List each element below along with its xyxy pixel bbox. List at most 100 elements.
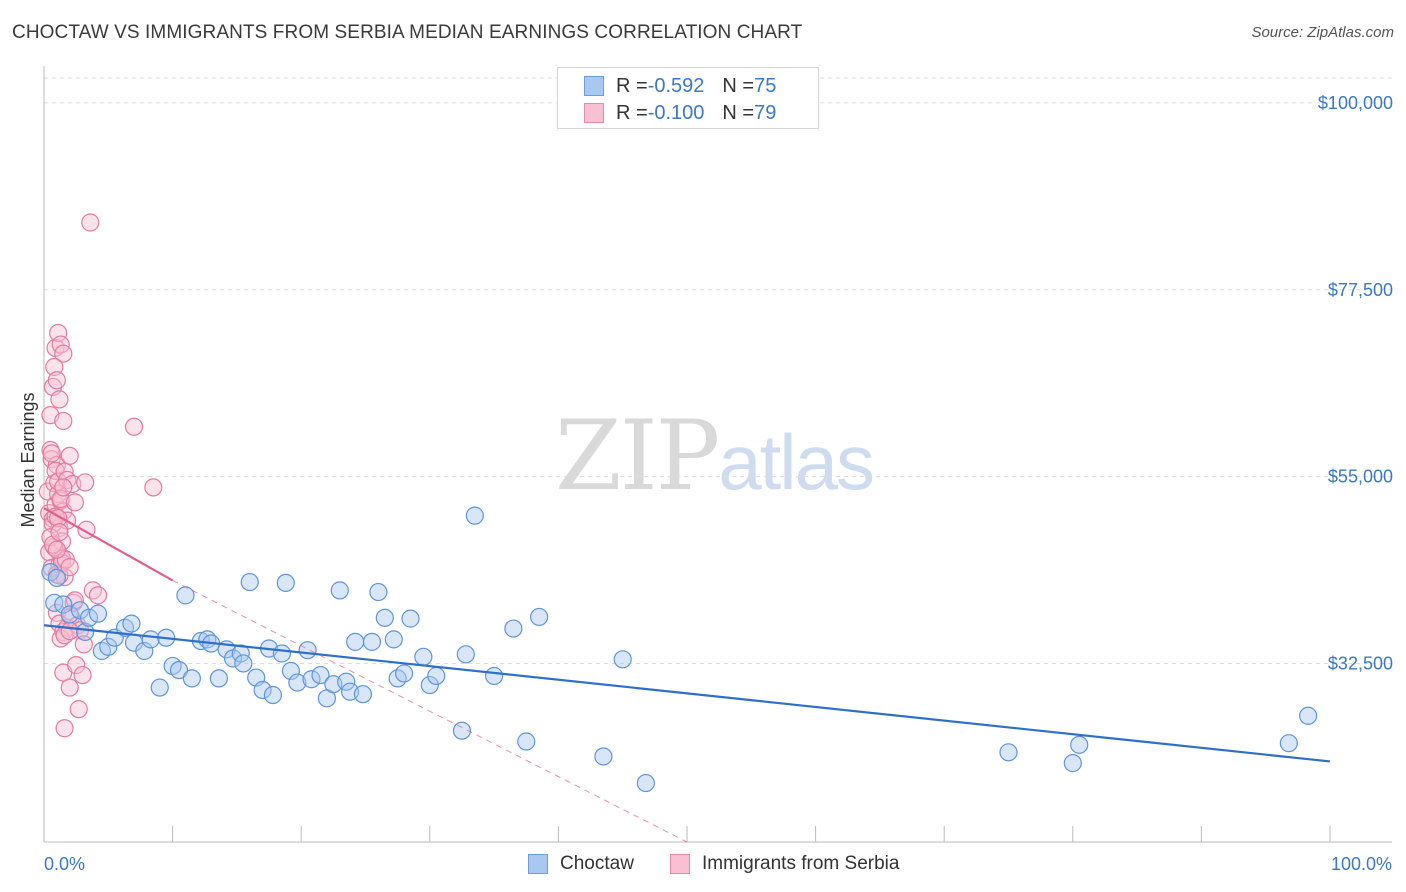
- point-choctaw[interactable]: [79, 608, 99, 627]
- point-serbia[interactable]: [49, 323, 68, 343]
- point-choctaw[interactable]: [141, 630, 160, 649]
- point-serbia[interactable]: [81, 213, 100, 232]
- point-choctaw[interactable]: [420, 675, 439, 695]
- y-tick-label: $32,500: [1328, 653, 1393, 673]
- y-axis-title: Median Earnings: [18, 392, 38, 527]
- watermark-atlas: atlas: [718, 418, 875, 506]
- point-serbia[interactable]: [73, 665, 92, 685]
- point-choctaw[interactable]: [1070, 735, 1089, 754]
- bottom-legend-serbia[interactable]: Immigrants from Serbia: [670, 851, 899, 877]
- point-choctaw[interactable]: [234, 654, 253, 673]
- bottom-legend-swatch-choctaw: [528, 854, 548, 874]
- point-serbia[interactable]: [55, 719, 74, 738]
- point-serbia[interactable]: [88, 586, 108, 605]
- point-choctaw[interactable]: [288, 673, 307, 692]
- point-choctaw[interactable]: [176, 586, 195, 605]
- point-serbia[interactable]: [42, 444, 61, 463]
- point-choctaw[interactable]: [209, 669, 228, 688]
- point-serbia[interactable]: [47, 371, 66, 390]
- point-choctaw[interactable]: [414, 647, 433, 666]
- point-choctaw[interactable]: [369, 582, 388, 602]
- point-choctaw[interactable]: [276, 573, 295, 593]
- point-serbia[interactable]: [54, 344, 73, 363]
- y-tick-label: $55,000: [1328, 467, 1393, 487]
- point-choctaw[interactable]: [281, 661, 301, 681]
- x-tick-label: 100.0%: [1331, 854, 1392, 874]
- point-choctaw[interactable]: [99, 637, 118, 656]
- point-serbia[interactable]: [76, 473, 95, 492]
- point-choctaw[interactable]: [135, 641, 154, 661]
- point-choctaw[interactable]: [311, 665, 330, 685]
- point-choctaw[interactable]: [613, 650, 632, 669]
- point-choctaw[interactable]: [636, 773, 655, 793]
- point-choctaw[interactable]: [456, 645, 475, 664]
- point-serbia[interactable]: [54, 478, 73, 497]
- point-choctaw[interactable]: [517, 732, 536, 751]
- point-choctaw[interactable]: [384, 630, 403, 649]
- point-choctaw[interactable]: [240, 572, 259, 592]
- point-serbia[interactable]: [60, 678, 79, 697]
- point-serbia[interactable]: [50, 523, 69, 542]
- point-serbia[interactable]: [83, 581, 102, 600]
- point-choctaw[interactable]: [394, 664, 414, 683]
- point-choctaw[interactable]: [594, 747, 613, 766]
- point-choctaw[interactable]: [504, 619, 523, 638]
- point-choctaw[interactable]: [375, 608, 394, 627]
- point-choctaw[interactable]: [150, 678, 169, 697]
- point-serbia[interactable]: [42, 450, 61, 469]
- point-choctaw[interactable]: [337, 672, 356, 691]
- point-choctaw[interactable]: [353, 685, 373, 704]
- trend-line-serbia: [172, 579, 688, 843]
- point-choctaw[interactable]: [76, 622, 95, 642]
- point-choctaw[interactable]: [302, 670, 321, 689]
- bottom-legend-choctaw[interactable]: Choctaw: [528, 851, 634, 877]
- point-serbia[interactable]: [65, 591, 84, 610]
- point-serbia[interactable]: [69, 700, 88, 719]
- point-serbia[interactable]: [49, 472, 68, 491]
- point-choctaw[interactable]: [330, 581, 349, 600]
- point-choctaw[interactable]: [427, 666, 446, 686]
- point-choctaw[interactable]: [253, 680, 272, 700]
- point-serbia[interactable]: [67, 656, 86, 675]
- legend-row-serbia: R = -0.100 N = 79: [584, 101, 776, 125]
- legend-row-choctaw: R = -0.592 N = 75: [584, 74, 776, 98]
- point-serbia[interactable]: [60, 446, 79, 465]
- legend-swatch-choctaw: [584, 76, 604, 96]
- point-choctaw[interactable]: [346, 632, 365, 651]
- legend-r-label: R =: [616, 74, 648, 97]
- point-choctaw[interactable]: [362, 632, 382, 651]
- point-choctaw[interactable]: [999, 743, 1018, 762]
- point-choctaw[interactable]: [60, 605, 79, 624]
- point-serbia[interactable]: [50, 390, 69, 409]
- point-choctaw[interactable]: [45, 593, 64, 612]
- bottom-legend-label-serbia: Immigrants from Serbia: [702, 853, 900, 874]
- point-choctaw[interactable]: [530, 607, 549, 627]
- point-serbia[interactable]: [65, 493, 84, 512]
- point-serbia[interactable]: [47, 540, 66, 559]
- point-choctaw[interactable]: [272, 644, 292, 663]
- point-choctaw[interactable]: [485, 666, 504, 686]
- point-choctaw[interactable]: [169, 660, 189, 680]
- bottom-legend-label-choctaw: Choctaw: [560, 853, 634, 874]
- point-serbia[interactable]: [51, 489, 70, 509]
- point-choctaw[interactable]: [465, 506, 484, 525]
- point-serbia[interactable]: [124, 417, 144, 436]
- point-serbia[interactable]: [144, 478, 163, 497]
- point-serbia[interactable]: [60, 621, 79, 641]
- point-choctaw[interactable]: [122, 614, 141, 633]
- point-choctaw[interactable]: [1063, 754, 1082, 773]
- point-choctaw[interactable]: [1299, 706, 1318, 725]
- point-serbia[interactable]: [45, 357, 64, 377]
- point-choctaw[interactable]: [182, 669, 201, 688]
- point-choctaw[interactable]: [298, 641, 317, 660]
- point-choctaw[interactable]: [54, 595, 73, 614]
- point-serbia[interactable]: [54, 411, 73, 431]
- point-choctaw[interactable]: [47, 568, 66, 588]
- point-choctaw[interactable]: [1279, 734, 1298, 753]
- point-choctaw[interactable]: [88, 604, 108, 623]
- point-choctaw[interactable]: [401, 609, 420, 628]
- point-choctaw[interactable]: [263, 685, 283, 705]
- point-serbia[interactable]: [60, 558, 79, 577]
- point-choctaw[interactable]: [452, 721, 472, 740]
